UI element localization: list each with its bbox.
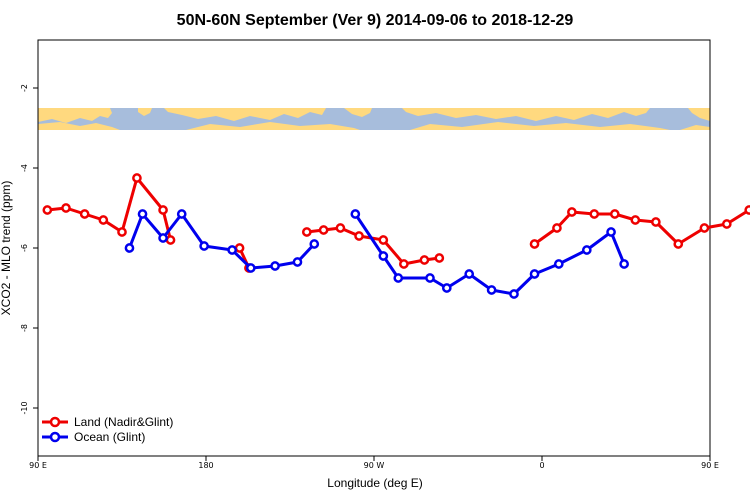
legend: Land (Nadir&Glint) Ocean (Glint) xyxy=(42,415,173,444)
data-point-ocean xyxy=(606,227,616,237)
data-point-ocean xyxy=(350,209,361,219)
data-point-land xyxy=(318,225,329,235)
data-point-land xyxy=(699,223,710,233)
x-tick-label: 0 xyxy=(539,461,544,470)
x-axis: 90 E 180 90 W 0 90 E xyxy=(29,456,719,470)
data-point-land xyxy=(651,217,661,227)
data-point-ocean xyxy=(378,251,389,261)
data-point-ocean xyxy=(176,209,187,219)
data-point-ocean xyxy=(199,241,209,251)
legend-land-label: Land (Nadir&Glint) xyxy=(74,415,173,429)
data-point-land xyxy=(399,259,409,269)
data-point-ocean xyxy=(309,239,320,249)
data-point-land xyxy=(61,203,71,213)
plot-frame xyxy=(37,39,711,457)
x-tick-label: 180 xyxy=(198,461,213,470)
y-tick-label: -8 xyxy=(20,324,29,332)
data-point-ocean xyxy=(619,259,629,269)
x-axis-label: Longitude (deg E) xyxy=(327,476,422,490)
data-point-land xyxy=(529,239,540,249)
map-land xyxy=(38,108,710,130)
x-tick-label: 90 E xyxy=(701,461,719,470)
chart-title: 50N-60N September (Ver 9) 2014-09-06 to … xyxy=(177,12,574,29)
data-point-ocean xyxy=(227,245,237,255)
legend-land-marker xyxy=(49,416,61,428)
data-point-land xyxy=(419,255,430,265)
data-point-ocean xyxy=(529,269,540,279)
data-point-land xyxy=(234,243,245,253)
data-point-ocean xyxy=(581,245,592,255)
data-point-land xyxy=(301,227,312,237)
data-point-land xyxy=(132,173,142,183)
data-point-land xyxy=(335,223,346,233)
data-point-ocean xyxy=(292,257,303,267)
legend-ocean-label: Ocean (Glint) xyxy=(74,430,145,444)
data-point-land xyxy=(552,223,562,233)
x-tick-label: 90 W xyxy=(364,461,385,470)
data-point-land xyxy=(609,209,620,219)
series-layer xyxy=(42,173,750,299)
legend-ocean-marker xyxy=(49,431,61,443)
data-point-ocean xyxy=(553,259,564,269)
series-ocean-line xyxy=(128,212,316,270)
data-point-land xyxy=(165,235,176,245)
data-point-ocean xyxy=(393,273,404,283)
y-axis: -2 -4 -6 -8 -10 xyxy=(20,84,38,415)
data-point-ocean xyxy=(158,233,168,243)
data-point-ocean xyxy=(509,289,519,299)
data-point-ocean xyxy=(137,209,148,219)
x-tick-label: 90 E xyxy=(29,461,47,470)
data-point-ocean xyxy=(245,263,256,273)
data-point-ocean xyxy=(464,269,475,279)
data-point-land xyxy=(589,209,600,219)
data-point-ocean xyxy=(441,283,452,293)
data-point-ocean xyxy=(425,273,435,283)
data-point-land xyxy=(630,215,641,225)
data-point-land xyxy=(378,235,389,245)
series-land xyxy=(42,173,750,273)
data-point-land xyxy=(673,239,684,249)
series-ocean xyxy=(124,209,629,299)
data-point-ocean xyxy=(486,285,497,295)
world-map-strip xyxy=(38,108,710,130)
data-point-land xyxy=(158,205,168,215)
data-point-land xyxy=(744,205,750,215)
data-point-land xyxy=(42,205,53,215)
y-tick-label: -10 xyxy=(20,401,29,414)
y-tick-label: -4 xyxy=(20,164,29,172)
y-axis-label: XCO2 - MLO trend (ppm) xyxy=(0,181,13,316)
data-point-land xyxy=(567,207,577,217)
data-point-land xyxy=(434,253,445,263)
data-point-ocean xyxy=(124,243,135,253)
data-point-land xyxy=(721,219,732,229)
data-point-land xyxy=(117,227,127,237)
data-point-ocean xyxy=(270,261,280,271)
y-tick-label: -6 xyxy=(20,244,29,252)
data-point-land xyxy=(79,209,90,219)
series-land-line xyxy=(533,208,750,246)
data-point-land xyxy=(354,231,364,241)
data-point-land xyxy=(98,215,109,225)
y-tick-label: -2 xyxy=(20,84,29,92)
